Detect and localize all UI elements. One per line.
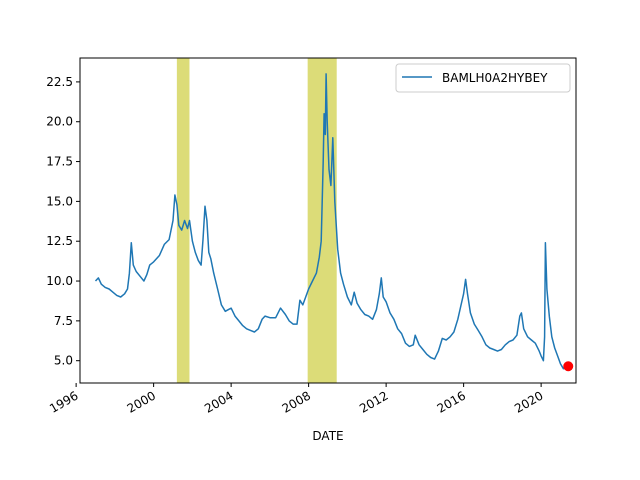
x-axis: 1996 2000 2004 2008 2012 2016 2020 <box>47 383 546 416</box>
legend-label: BAMLH0A2HYBEY <box>442 71 548 85</box>
recession-band-1 <box>176 58 190 383</box>
y-tick-label: 7.5 <box>54 314 73 328</box>
last-point-marker <box>563 361 574 372</box>
x-tick-label: 2008 <box>280 388 313 415</box>
x-tick-label: 2004 <box>202 388 235 415</box>
y-tick-label: 15.0 <box>46 194 73 208</box>
y-tick-label: 5.0 <box>54 354 73 368</box>
x-tick-label: 1996 <box>47 388 80 415</box>
y-tick-label: 10.0 <box>46 274 73 288</box>
series-line-bamlh0a2hybey <box>94 73 569 370</box>
x-tick-label: 2012 <box>357 388 390 415</box>
y-tick-label: 20.0 <box>46 115 73 129</box>
y-tick-label: 12.5 <box>46 234 73 248</box>
y-tick-label: 17.5 <box>46 155 73 169</box>
y-axis: 5.0 7.5 10.0 12.5 15.0 17.5 20.0 22.5 <box>46 75 80 368</box>
x-tick-label: 2016 <box>435 388 468 415</box>
y-tick-label: 22.5 <box>46 75 73 89</box>
x-tick-label: 2000 <box>125 388 158 415</box>
plot-frame <box>79 57 577 384</box>
legend-box <box>395 63 571 93</box>
legend: BAMLH0A2HYBEY <box>395 63 571 93</box>
recession-bands <box>176 58 337 383</box>
x-axis-label: DATE <box>312 429 343 443</box>
x-tick-label: 2020 <box>512 388 545 415</box>
